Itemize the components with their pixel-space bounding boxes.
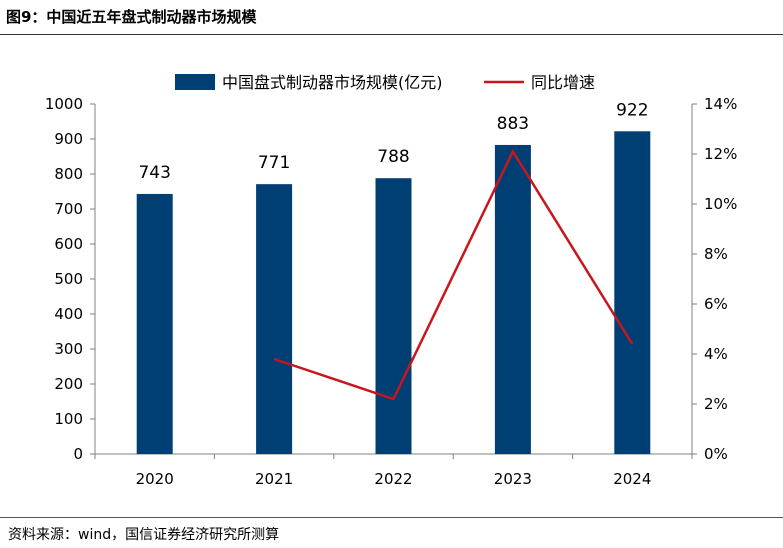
left-y-tick-label: 300 bbox=[54, 340, 83, 358]
right-y-tick-label: 14% bbox=[704, 95, 737, 113]
growth-line bbox=[273, 148, 634, 401]
left-y-tick-label: 1000 bbox=[45, 95, 83, 113]
left-y-tick-label: 800 bbox=[54, 165, 83, 183]
x-tick-label: 2022 bbox=[374, 470, 412, 488]
left-y-tick-label: 700 bbox=[54, 200, 83, 218]
right-y-tick-label: 12% bbox=[704, 145, 737, 163]
x-tick-label: 2021 bbox=[255, 470, 293, 488]
bar-data-label: 788 bbox=[377, 147, 409, 167]
left-y-tick-label: 600 bbox=[54, 235, 83, 253]
x-tick-label: 2024 bbox=[613, 470, 651, 488]
bar-data-label: 922 bbox=[616, 100, 648, 120]
left-y-tick-label: 400 bbox=[54, 305, 83, 323]
bar bbox=[375, 178, 412, 454]
bar-series bbox=[136, 131, 651, 455]
right-y-tick-label: 2% bbox=[704, 395, 728, 413]
chart-legend: 中国盘式制动器市场规模(亿元) 同比增速 bbox=[175, 73, 595, 92]
bar-data-labels: 743 771 788 883 922 bbox=[138, 100, 648, 183]
left-y-tick-label: 0 bbox=[73, 445, 83, 463]
x-tick-label: 2023 bbox=[494, 470, 532, 488]
bar bbox=[494, 144, 531, 454]
right-y-tick-label: 10% bbox=[704, 195, 737, 213]
right-y-tick-label: 8% bbox=[704, 245, 728, 263]
left-y-tick-label: 900 bbox=[54, 130, 83, 148]
legend-bar-swatch bbox=[175, 74, 215, 90]
right-y-tick-label: 6% bbox=[704, 295, 728, 313]
right-y-tick-label: 0% bbox=[704, 445, 728, 463]
bar-data-label: 743 bbox=[138, 163, 170, 183]
left-y-tick-label: 200 bbox=[54, 375, 83, 393]
legend-line-label: 同比增速 bbox=[531, 73, 595, 92]
bar bbox=[256, 184, 293, 454]
left-y-tick-label: 100 bbox=[54, 410, 83, 428]
source-note: 资料来源：wind，国信证券经济研究所测算 bbox=[8, 527, 280, 543]
line-series bbox=[273, 148, 634, 401]
bar-data-label: 883 bbox=[497, 114, 529, 134]
figure-title: 图9：中国近五年盘式制动器市场规模 bbox=[6, 8, 257, 26]
bar-data-label: 771 bbox=[258, 153, 290, 173]
bar bbox=[136, 193, 173, 454]
legend-bar-label: 中国盘式制动器市场规模(亿元) bbox=[222, 73, 443, 92]
source-divider bbox=[0, 517, 783, 518]
left-y-tick-label: 500 bbox=[54, 270, 83, 288]
bar bbox=[614, 131, 651, 455]
x-tick-label: 2020 bbox=[136, 470, 174, 488]
title-divider bbox=[0, 34, 783, 35]
right-y-tick-label: 4% bbox=[704, 345, 728, 363]
chart-axes: 0 100 200 300 400 500 600 700 800 900 1000 0% 2% 4% 6%… bbox=[45, 95, 738, 488]
